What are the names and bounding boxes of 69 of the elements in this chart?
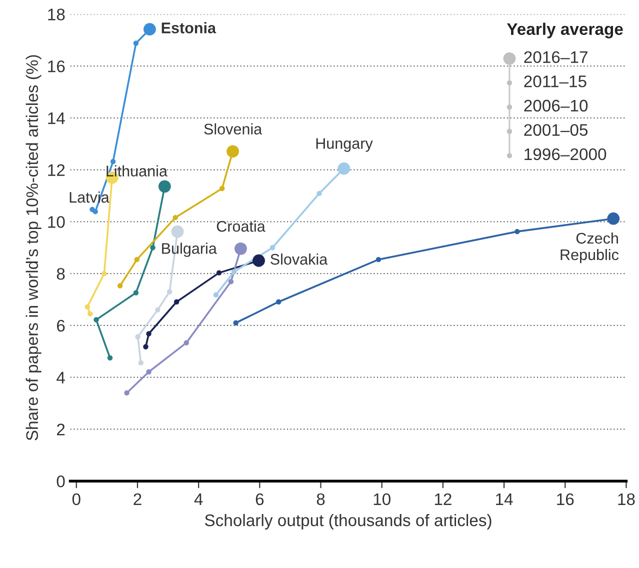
- point: [184, 340, 189, 346]
- x-tick-label: 18: [618, 493, 635, 506]
- point: [172, 214, 178, 220]
- y-tick-label: 6: [57, 320, 65, 332]
- y-axis-title: Share of papers in world’s top 10%-cited articles (%): [26, 55, 42, 440]
- annotation: 2006–10: [524, 100, 588, 112]
- x-tick-label: 6: [256, 493, 264, 506]
- annotation: 1996–2000: [524, 148, 606, 160]
- y-tick-label: 16: [48, 60, 65, 72]
- point: [376, 256, 382, 262]
- annotation: 2016–17: [524, 51, 588, 64]
- y-tick-label: 2: [57, 424, 65, 436]
- point: [220, 186, 225, 192]
- x-tick-label: 0: [72, 493, 80, 506]
- annotation: 2001–05: [524, 124, 588, 136]
- point: [146, 331, 152, 336]
- point: [213, 292, 219, 298]
- point: [135, 334, 140, 340]
- y-tick-label: 10: [48, 216, 65, 228]
- point: [124, 390, 130, 396]
- point: [88, 311, 93, 316]
- x-tick-label: 16: [557, 493, 574, 506]
- point: [133, 290, 139, 296]
- point: [174, 299, 180, 304]
- x-tick-label: 10: [374, 493, 390, 506]
- series-label: Czech Republic: [560, 232, 619, 264]
- x-tick-label: 2: [134, 493, 142, 505]
- x-tick-label: 14: [496, 494, 513, 505]
- x-tick-label: 8: [316, 493, 325, 506]
- y-tick-label: 18: [48, 8, 65, 20]
- y-tick-label: 0: [56, 475, 65, 488]
- point: [316, 190, 322, 196]
- series-label: Croatia: [216, 220, 266, 232]
- point: [146, 369, 152, 374]
- point: [276, 299, 282, 304]
- y-tick-label: 4: [56, 372, 65, 384]
- point: [150, 245, 156, 250]
- y-tick-label: 14: [48, 112, 65, 124]
- point: [166, 289, 172, 294]
- point: [155, 307, 160, 312]
- point: [94, 317, 99, 322]
- point: [228, 279, 234, 284]
- x-tick-label: 12: [434, 493, 452, 505]
- point: [216, 270, 222, 276]
- series-label: Hungary: [316, 138, 373, 152]
- point: [92, 208, 98, 214]
- y-tick-label: 8: [56, 268, 65, 280]
- series-label: Slovakia: [270, 253, 328, 265]
- point: [270, 245, 276, 250]
- y-tick-label: 12: [48, 164, 65, 176]
- point: [143, 344, 148, 350]
- x-axis-title: Scholarly output (thousands of articles): [204, 514, 492, 530]
- point: [134, 256, 140, 262]
- point: [514, 228, 520, 234]
- x-tick-label: 4: [194, 494, 203, 505]
- series-label: Slovenia: [204, 123, 262, 135]
- point: [233, 320, 238, 326]
- legend-title: Yearly average: [506, 22, 623, 38]
- annotation: 2011–15: [524, 76, 586, 88]
- point: [138, 360, 144, 366]
- series-label: Bulgaria: [162, 242, 217, 257]
- point: [117, 283, 123, 288]
- point: [231, 269, 237, 274]
- point: [133, 40, 139, 46]
- point: [102, 270, 107, 276]
- point: [107, 355, 113, 360]
- series-label: Estonia: [162, 22, 216, 34]
- point: [84, 304, 90, 310]
- point: [110, 158, 116, 164]
